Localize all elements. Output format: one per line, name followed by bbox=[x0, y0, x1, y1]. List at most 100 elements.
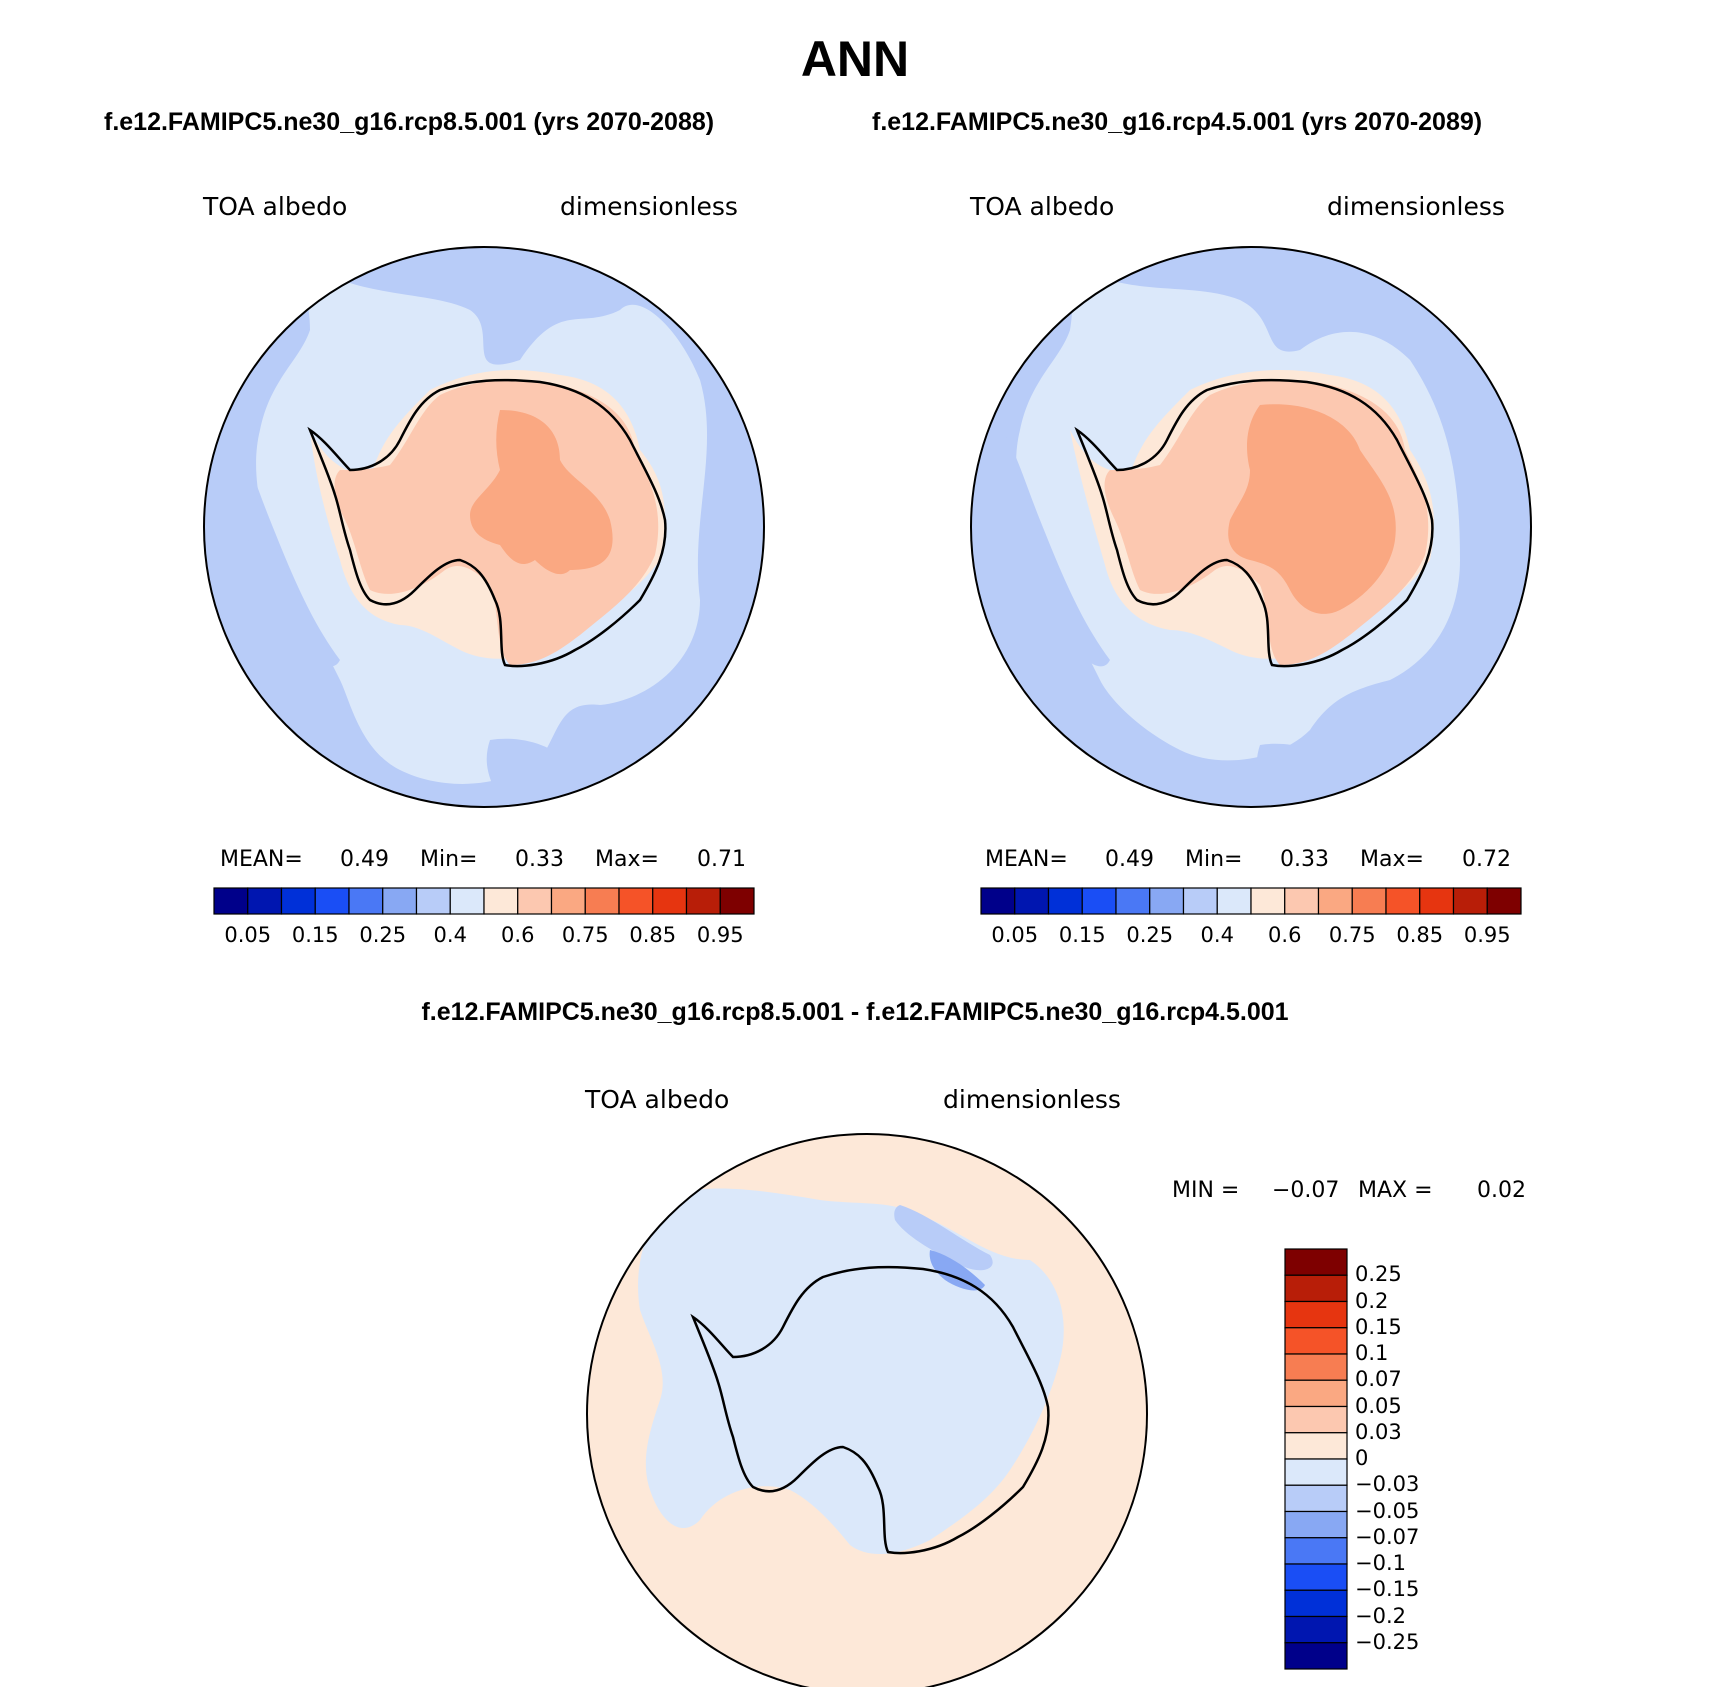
colorbar-swatch bbox=[213, 887, 249, 915]
diff-cb-label: 0 bbox=[1355, 1446, 1369, 1470]
diff-cb-label: 0.1 bbox=[1355, 1341, 1389, 1365]
panel1-units-label: dimensionless bbox=[560, 192, 738, 221]
colorbar-swatch bbox=[1284, 1484, 1348, 1513]
panel1-cb-label: 0.6 bbox=[501, 923, 535, 947]
colorbar-swatch bbox=[980, 887, 1016, 915]
diff-negative-strong bbox=[929, 1250, 985, 1291]
colorbar-swatch bbox=[1284, 1615, 1348, 1644]
panel2-cb-label: 0.85 bbox=[1396, 923, 1444, 947]
panel1-max-value: 0.71 bbox=[697, 847, 746, 872]
colorbar-swatch bbox=[1385, 887, 1421, 915]
panel1-cb-label: 0.75 bbox=[561, 923, 609, 947]
panel2-cb-label: 0.25 bbox=[1126, 923, 1174, 947]
panel2-mean-label: MEAN= bbox=[985, 847, 1068, 872]
panel2-ocean-outer bbox=[971, 247, 1531, 807]
diff-cb-label: −0.07 bbox=[1355, 1524, 1420, 1549]
colorbar-swatch bbox=[1284, 1432, 1348, 1460]
diff-cb-label: 0.25 bbox=[1355, 1262, 1402, 1287]
panel2-min-value: 0.33 bbox=[1280, 847, 1329, 872]
panel2-cb-label: 0.05 bbox=[991, 923, 1039, 947]
panel2-units-label: dimensionless bbox=[1327, 192, 1505, 221]
panel1-max-label: Max= bbox=[595, 847, 659, 872]
panel2-cb-label: 0.4 bbox=[1200, 923, 1234, 947]
colorbar-swatch bbox=[1452, 887, 1488, 915]
panel2-cb-label: 0.6 bbox=[1268, 923, 1302, 947]
colorbar-swatch bbox=[1486, 887, 1522, 915]
colorbar-swatch bbox=[382, 887, 418, 915]
colorbar-swatch bbox=[280, 887, 316, 915]
colorbar-swatch bbox=[348, 887, 384, 915]
diff-cb-label: −0.2 bbox=[1355, 1603, 1406, 1628]
colorbar-swatch bbox=[1284, 1327, 1348, 1355]
colorbar-swatch bbox=[685, 887, 721, 915]
panel1-colorbar bbox=[213, 887, 755, 915]
colorbar-swatch bbox=[618, 887, 654, 915]
colorbar-swatch bbox=[1182, 887, 1218, 915]
panel2-max-value: 0.72 bbox=[1462, 847, 1511, 872]
diff-coastline bbox=[690, 1265, 1050, 1555]
panel2-ice-high bbox=[1228, 404, 1396, 614]
diff-colorbar bbox=[1284, 1248, 1348, 1670]
panel2-ocean-inner bbox=[1016, 260, 1460, 761]
panel1-min-value: 0.33 bbox=[515, 847, 564, 872]
colorbar-swatch bbox=[652, 887, 688, 915]
colorbar-swatch bbox=[1216, 887, 1252, 915]
panel2-ocean-patch bbox=[1256, 743, 1340, 804]
diff-cb-label: 0.15 bbox=[1355, 1314, 1402, 1339]
panel1-ice-edge bbox=[310, 370, 665, 659]
diff-cb-label: −0.1 bbox=[1355, 1551, 1406, 1575]
colorbar-swatch bbox=[1351, 887, 1387, 915]
panel1-variable-label: TOA albedo bbox=[203, 192, 348, 221]
colorbar-swatch bbox=[1284, 1642, 1348, 1670]
diff-units-label: dimensionless bbox=[943, 1085, 1121, 1114]
colorbar-swatch bbox=[584, 887, 620, 915]
diff-positive-background bbox=[587, 1134, 1147, 1687]
diff-map-border bbox=[586, 1133, 1148, 1687]
colorbar-swatch bbox=[550, 887, 586, 915]
colorbar-swatch bbox=[1115, 887, 1151, 915]
diff-cb-label: 0.03 bbox=[1355, 1419, 1402, 1444]
colorbar-swatch bbox=[1250, 887, 1286, 915]
colorbar-swatch bbox=[1284, 1458, 1348, 1486]
panel2-min-label: Min= bbox=[1185, 847, 1243, 872]
colorbar-swatch bbox=[1284, 1563, 1348, 1591]
diff-cb-label: −0.03 bbox=[1355, 1472, 1420, 1497]
panel1-cb-label: 0.85 bbox=[629, 923, 677, 947]
panel2-coastline bbox=[1074, 378, 1434, 668]
figure-title: ANN bbox=[800, 31, 910, 87]
diff-max-label: MAX = bbox=[1358, 1178, 1433, 1203]
panel2-colorbar bbox=[980, 887, 1522, 915]
diff-variable-label: TOA albedo bbox=[585, 1085, 730, 1114]
colorbar-swatch bbox=[247, 887, 283, 915]
panel2-mean-value: 0.49 bbox=[1105, 847, 1154, 872]
colorbar-swatch bbox=[1014, 887, 1050, 915]
panel1-ocean-patch bbox=[486, 738, 570, 799]
colorbar-swatch bbox=[1284, 1300, 1348, 1329]
panel1-cb-label: 0.95 bbox=[696, 923, 744, 947]
panel1-case-title: f.e12.FAMIPC5.ne30_g16.rcp8.5.001 (yrs 2… bbox=[104, 108, 715, 136]
colorbar-swatch bbox=[1284, 1248, 1348, 1276]
panel1-cb-label: 0.05 bbox=[224, 923, 272, 947]
panel1-coastline bbox=[307, 378, 667, 668]
colorbar-swatch bbox=[1284, 1274, 1348, 1303]
panel2-max-label: Max= bbox=[1360, 847, 1424, 872]
panel1-cb-label: 0.15 bbox=[291, 923, 339, 947]
colorbar-swatch bbox=[719, 887, 755, 915]
panel2-cb-label: 0.75 bbox=[1328, 923, 1376, 947]
colorbar-swatch bbox=[1284, 1589, 1348, 1618]
diff-cb-label: −0.15 bbox=[1355, 1577, 1420, 1602]
diff-cb-label: 0.05 bbox=[1355, 1393, 1402, 1418]
colorbar-swatch bbox=[517, 887, 553, 915]
panel1-ice bbox=[334, 379, 659, 665]
diff-negative-band bbox=[894, 1205, 993, 1271]
colorbar-swatch bbox=[314, 887, 350, 915]
diff-cb-label: 0.07 bbox=[1355, 1367, 1402, 1392]
panel1-ocean-band bbox=[220, 420, 340, 667]
panel2-map-border bbox=[970, 246, 1532, 808]
colorbar-swatch bbox=[1284, 1537, 1348, 1565]
panel2-ice-edge bbox=[1070, 370, 1434, 659]
colorbar-swatch bbox=[1419, 887, 1455, 915]
diff-max-value: 0.02 bbox=[1477, 1178, 1526, 1203]
colorbar-swatch bbox=[1284, 1379, 1348, 1408]
